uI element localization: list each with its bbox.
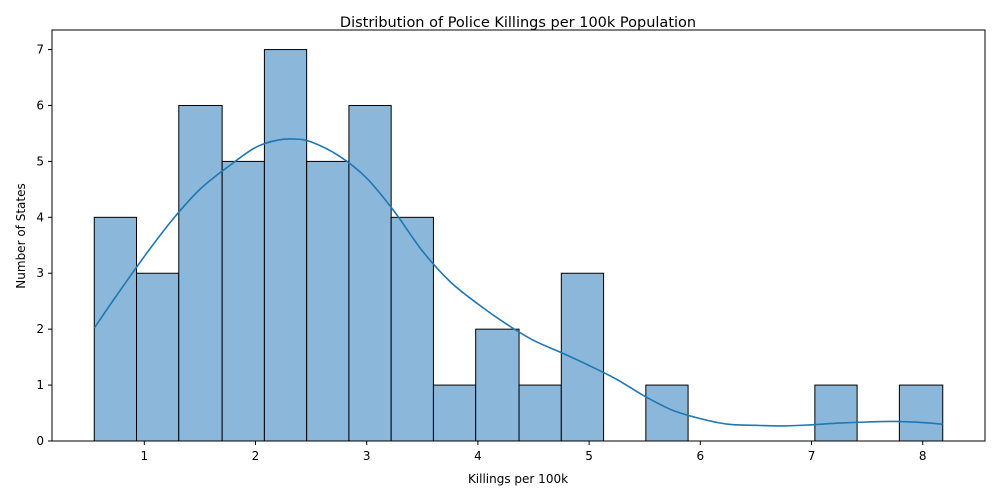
y-tick-label: 3 [36,266,44,280]
histogram-bar [136,272,180,442]
x-tick-label: 8 [919,449,927,463]
y-tick-label: 6 [36,98,44,112]
histogram-bar [221,160,265,442]
y-tick-label: 1 [36,378,44,392]
histogram-bar [432,384,477,442]
histogram-bar [348,104,392,442]
histogram-bar [560,272,605,442]
x-tick-label: 3 [363,449,371,463]
y-axis-ticks: 0 1 2 3 4 5 6 7 [36,43,52,448]
histogram-bar [178,104,223,442]
x-tick-label: 1 [140,449,148,463]
y-tick-label: 5 [36,154,44,168]
y-tick-label: 7 [36,43,44,57]
x-tick-label: 2 [252,449,260,463]
x-tick-label: 7 [808,449,816,463]
y-tick-label: 4 [36,210,44,224]
histogram-bar [475,328,520,442]
histogram-bar [390,216,434,442]
x-axis-ticks: 1 2 3 4 5 6 7 8 [140,441,927,463]
histogram-bar [518,384,562,442]
y-tick-label: 0 [36,434,44,448]
histogram-bar [814,384,858,442]
x-tick-label: 5 [585,449,593,463]
y-axis-label: Number of States [14,183,28,288]
x-tick-label: 4 [474,449,482,463]
y-tick-label: 2 [36,322,44,336]
x-axis-label: Killings per 100k [468,472,568,486]
histogram-bar [93,216,138,442]
kde-curve [93,138,943,427]
histogram-bar [306,160,350,442]
x-tick-label: 6 [696,449,704,463]
chart-title: Distribution of Police Killings per 100k… [340,15,696,31]
histogram-bar [898,384,944,442]
histogram-bar [263,49,308,442]
bars-group [93,49,944,442]
plot-frame [51,29,986,442]
